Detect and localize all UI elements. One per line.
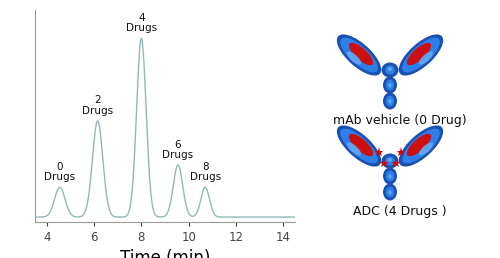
Ellipse shape: [383, 77, 397, 93]
Ellipse shape: [340, 38, 378, 72]
Text: 6
Drugs: 6 Drugs: [162, 140, 194, 160]
Ellipse shape: [407, 134, 431, 156]
Ellipse shape: [386, 79, 394, 91]
Ellipse shape: [402, 38, 440, 72]
Ellipse shape: [385, 66, 395, 75]
Ellipse shape: [385, 157, 395, 165]
Text: 0
Drugs: 0 Drugs: [44, 162, 76, 182]
Ellipse shape: [388, 174, 392, 179]
Ellipse shape: [382, 62, 398, 77]
Ellipse shape: [337, 125, 381, 167]
Ellipse shape: [388, 83, 392, 88]
Ellipse shape: [383, 93, 397, 109]
Ellipse shape: [349, 134, 373, 156]
Ellipse shape: [340, 128, 378, 163]
Text: 2
Drugs: 2 Drugs: [82, 95, 113, 116]
Ellipse shape: [386, 95, 394, 107]
Ellipse shape: [419, 142, 433, 156]
Ellipse shape: [347, 51, 361, 64]
Ellipse shape: [386, 171, 394, 181]
Ellipse shape: [402, 128, 440, 163]
Text: ADC (4 Drugs ): ADC (4 Drugs ): [353, 205, 447, 218]
Ellipse shape: [383, 183, 397, 200]
Ellipse shape: [386, 187, 394, 198]
Ellipse shape: [388, 67, 392, 71]
Ellipse shape: [407, 43, 431, 65]
Ellipse shape: [399, 34, 443, 76]
Ellipse shape: [399, 125, 443, 167]
Text: 4
Drugs: 4 Drugs: [126, 13, 157, 33]
Ellipse shape: [349, 43, 373, 65]
Text: mAb vehicle (0 Drug): mAb vehicle (0 Drug): [333, 114, 467, 127]
Ellipse shape: [388, 158, 392, 162]
Text: 8
Drugs: 8 Drugs: [190, 162, 220, 182]
Ellipse shape: [419, 51, 433, 64]
Ellipse shape: [388, 99, 392, 104]
Ellipse shape: [347, 142, 361, 156]
Ellipse shape: [388, 190, 392, 195]
X-axis label: Time (min): Time (min): [120, 249, 210, 258]
Ellipse shape: [383, 167, 397, 184]
Ellipse shape: [337, 34, 381, 76]
Ellipse shape: [382, 154, 398, 168]
